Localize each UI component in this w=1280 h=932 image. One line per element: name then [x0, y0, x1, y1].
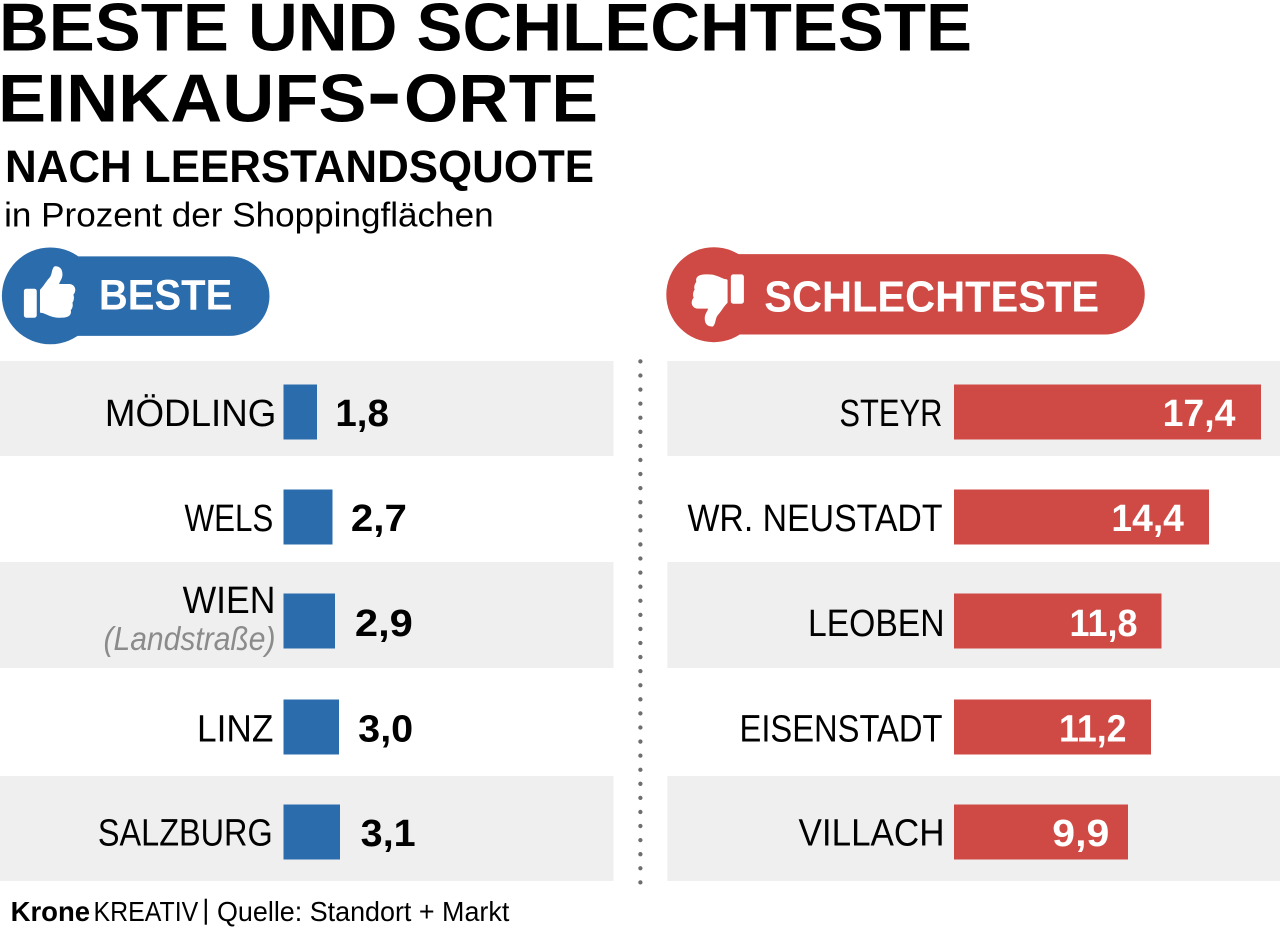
svg-text:9,9: 9,9 [1052, 813, 1109, 855]
svg-text:BESTE UND SCHLECHTESTE: BESTE UND SCHLECHTESTE [0, 0, 972, 66]
svg-text:WR. NEUSTADT: WR. NEUSTADT [688, 498, 943, 540]
svg-text:WIEN: WIEN [183, 580, 276, 622]
svg-text:3,1: 3,1 [361, 813, 416, 855]
svg-text:WELS: WELS [185, 498, 274, 540]
svg-text:KREATIV: KREATIV [94, 896, 199, 927]
svg-text:SALZBURG: SALZBURG [98, 813, 273, 855]
svg-text:BESTE: BESTE [99, 272, 232, 320]
svg-text:2,7: 2,7 [351, 498, 407, 540]
svg-text:11,2: 11,2 [1059, 709, 1127, 751]
svg-text:Quelle: Standort + Markt: Quelle: Standort + Markt [217, 896, 510, 927]
svg-text:11,8: 11,8 [1070, 603, 1138, 645]
svg-text:VILLACH: VILLACH [799, 813, 945, 855]
svg-text:MÖDLING: MÖDLING [105, 393, 276, 435]
svg-text:NACH LEERSTANDSQUOTE: NACH LEERSTANDSQUOTE [5, 141, 594, 192]
svg-text:17,4: 17,4 [1163, 393, 1236, 435]
svg-text:EINKAUFS: EINKAUFS [0, 60, 367, 136]
svg-text:LINZ: LINZ [197, 709, 273, 751]
svg-text:in Prozent der Shoppingflächen: in Prozent der Shoppingflächen [4, 197, 494, 235]
svg-text:2,9: 2,9 [355, 603, 413, 645]
svg-text:ORTE: ORTE [404, 60, 598, 136]
svg-text:STEYR: STEYR [839, 393, 942, 435]
svg-text:EISENSTADT: EISENSTADT [740, 709, 943, 751]
svg-text:3,0: 3,0 [358, 709, 413, 751]
svg-text:LEOBEN: LEOBEN [808, 603, 945, 645]
svg-text:1,8: 1,8 [335, 393, 389, 435]
svg-text:Krone: Krone [11, 896, 90, 927]
svg-text:SCHLECHTESTE: SCHLECHTESTE [764, 274, 1099, 322]
svg-text:(Landstraße): (Landstraße) [104, 620, 276, 657]
svg-text:14,4: 14,4 [1111, 498, 1184, 540]
